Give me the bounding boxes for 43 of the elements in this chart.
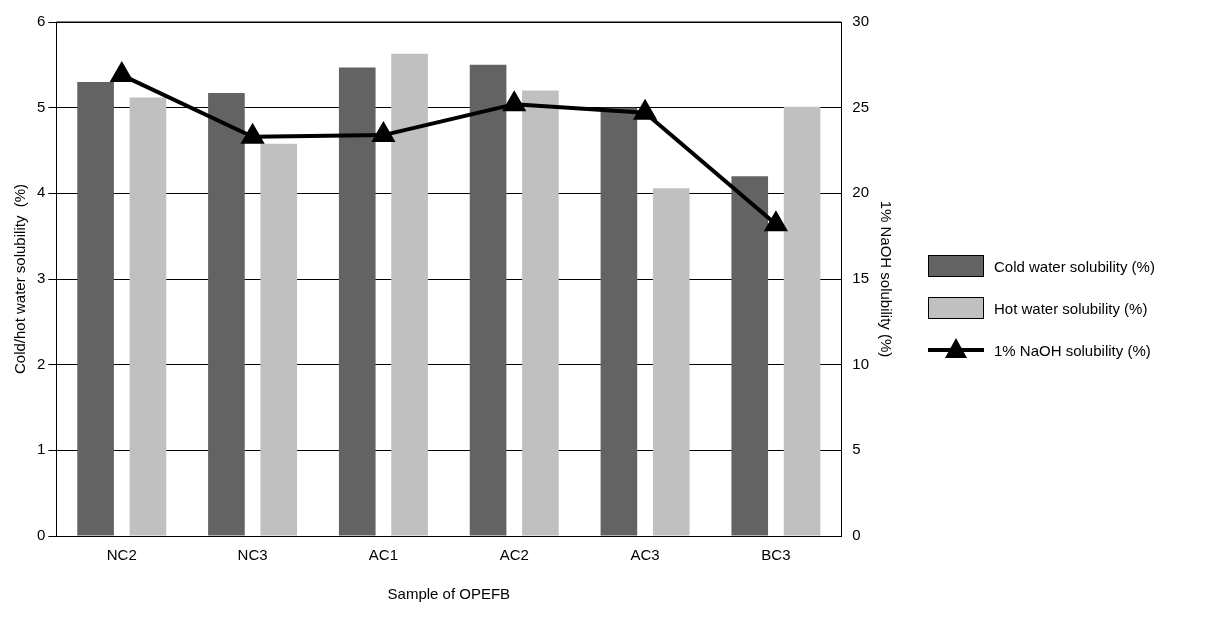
legend-label: Hot water solubility (%): [994, 299, 1148, 317]
legend-label: 1% NaOH solubility (%): [994, 341, 1151, 359]
y2-tick-label: 5: [852, 440, 861, 458]
bar: [208, 93, 245, 536]
x-tick-label: BC3: [761, 546, 791, 564]
y2-tick-label: 30: [852, 12, 869, 30]
y-tick-label: 5: [37, 97, 46, 115]
y-tick-label: 3: [37, 269, 46, 287]
point: [503, 92, 525, 112]
y2-tick-label: 20: [852, 183, 869, 201]
x-tick-label: NC2: [106, 546, 137, 564]
y2-tick-label: 10: [852, 354, 869, 372]
x-tick-label: NC3: [237, 546, 268, 564]
y2-tick-label: 0: [852, 526, 861, 544]
x-axis-title: Sample of OPEFB: [387, 585, 511, 603]
y2-axis-title: 1% NaOH solubility (%): [877, 200, 895, 358]
bar: [391, 53, 428, 536]
y2-tick-label: 15: [852, 269, 869, 287]
bar: [522, 90, 559, 536]
bar: [338, 67, 376, 536]
y-tick-label: 2: [37, 354, 46, 372]
y-tick-label: 6: [37, 12, 46, 30]
y-tick-label: 0: [37, 526, 46, 544]
y-tick-label: 1: [37, 440, 46, 458]
bar: [652, 188, 690, 536]
bar: [731, 176, 769, 536]
point: [372, 123, 395, 143]
bar: [260, 143, 298, 536]
point: [765, 212, 787, 232]
y2-tick-label: 25: [852, 97, 869, 115]
y-axis-title: Cold/hot water solubility (%): [11, 183, 29, 375]
bar: [600, 107, 638, 536]
bar: [469, 64, 507, 536]
bar: [783, 106, 821, 536]
x-tick-label: AC1: [368, 546, 399, 564]
x-tick-label: AC3: [630, 546, 660, 564]
bar: [129, 97, 167, 536]
legend-label: Cold water solubility (%): [994, 257, 1155, 275]
x-tick-label: AC2: [499, 546, 529, 564]
bar: [77, 81, 114, 536]
y-tick-label: 4: [37, 183, 46, 201]
point: [633, 98, 657, 120]
point: [111, 63, 133, 83]
